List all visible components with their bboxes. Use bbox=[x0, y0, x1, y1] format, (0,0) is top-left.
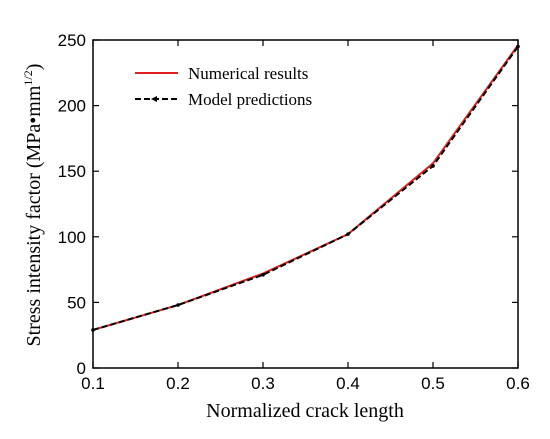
y-tick-label: 200 bbox=[58, 97, 86, 116]
y-axis-title-tail: ) bbox=[23, 64, 45, 71]
plot-frame bbox=[92, 39, 519, 369]
series-layer bbox=[91, 44, 520, 332]
series-point-model bbox=[431, 164, 435, 168]
series-point-model bbox=[261, 273, 265, 277]
series-point-model bbox=[346, 232, 350, 236]
series-line-numerical bbox=[92, 44, 519, 331]
x-tick-label: 0.2 bbox=[166, 374, 190, 393]
x-tick-label: 0.1 bbox=[81, 374, 105, 393]
x-tick-label: 0.5 bbox=[421, 374, 445, 393]
y-tick-label: 250 bbox=[58, 31, 86, 50]
legend: Numerical results Model predictions bbox=[135, 64, 312, 109]
legend-label-numerical: Numerical results bbox=[188, 64, 308, 83]
y-axis-title-main: Stress intensity factor (MPa•mm bbox=[23, 85, 45, 346]
y-tick-label: 0 bbox=[77, 359, 86, 378]
y-tick-label: 50 bbox=[67, 293, 86, 312]
y-axis-title-superscript: 1/2 bbox=[21, 70, 35, 85]
x-axis-title: Normalized crack length bbox=[206, 400, 404, 422]
y-tick-label: 150 bbox=[58, 162, 86, 181]
series-point-model bbox=[516, 44, 520, 49]
y-axis-ticks: 0 50 100 150 200 250 bbox=[58, 31, 518, 378]
series-point-model bbox=[176, 303, 180, 307]
x-axis-ticks: 0.1 0.2 0.3 0.4 0.5 0.6 bbox=[81, 40, 530, 393]
y-tick-label: 100 bbox=[58, 228, 86, 247]
x-tick-label: 0.3 bbox=[251, 374, 275, 393]
legend-label-model: Model predictions bbox=[188, 90, 312, 109]
x-tick-label: 0.4 bbox=[336, 374, 360, 393]
legend-marker-model bbox=[151, 96, 157, 102]
x-tick-label: 0.6 bbox=[506, 374, 530, 393]
series-line-model bbox=[92, 45, 519, 331]
series-point-model bbox=[91, 328, 95, 332]
y-axis-title: Stress intensity factor (MPa•mm1/2) bbox=[21, 64, 45, 347]
